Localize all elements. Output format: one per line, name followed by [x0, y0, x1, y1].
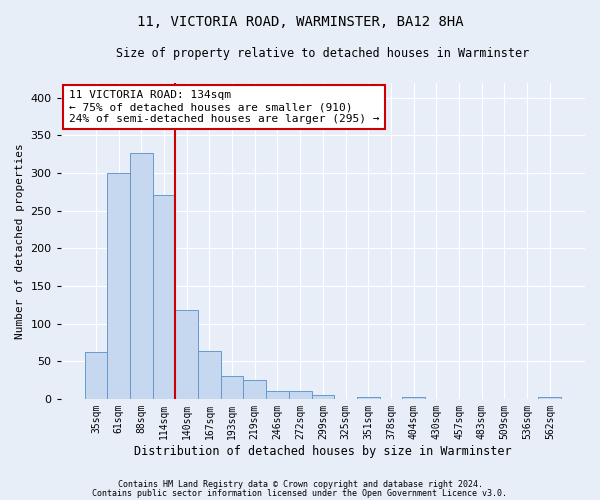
Text: 11, VICTORIA ROAD, WARMINSTER, BA12 8HA: 11, VICTORIA ROAD, WARMINSTER, BA12 8HA [137, 15, 463, 29]
Bar [402, 398, 425, 399]
Title: Size of property relative to detached houses in Warminster: Size of property relative to detached ho… [116, 48, 529, 60]
Bar [266, 392, 289, 399]
Text: Contains HM Land Registry data © Crown copyright and database right 2024.: Contains HM Land Registry data © Crown c… [118, 480, 482, 489]
Bar [221, 376, 244, 399]
Bar [85, 352, 107, 399]
Text: Contains public sector information licensed under the Open Government Licence v3: Contains public sector information licen… [92, 488, 508, 498]
Bar [357, 398, 380, 399]
Bar [538, 398, 561, 399]
Bar [130, 152, 152, 399]
Bar [244, 380, 266, 399]
Bar [175, 310, 198, 399]
Bar [107, 173, 130, 399]
Bar [152, 196, 175, 399]
Y-axis label: Number of detached properties: Number of detached properties [15, 143, 25, 338]
Bar [289, 392, 311, 399]
Text: 11 VICTORIA ROAD: 134sqm
← 75% of detached houses are smaller (910)
24% of semi-: 11 VICTORIA ROAD: 134sqm ← 75% of detach… [68, 90, 379, 124]
Bar [311, 395, 334, 399]
X-axis label: Distribution of detached houses by size in Warminster: Distribution of detached houses by size … [134, 444, 512, 458]
Bar [198, 352, 221, 399]
